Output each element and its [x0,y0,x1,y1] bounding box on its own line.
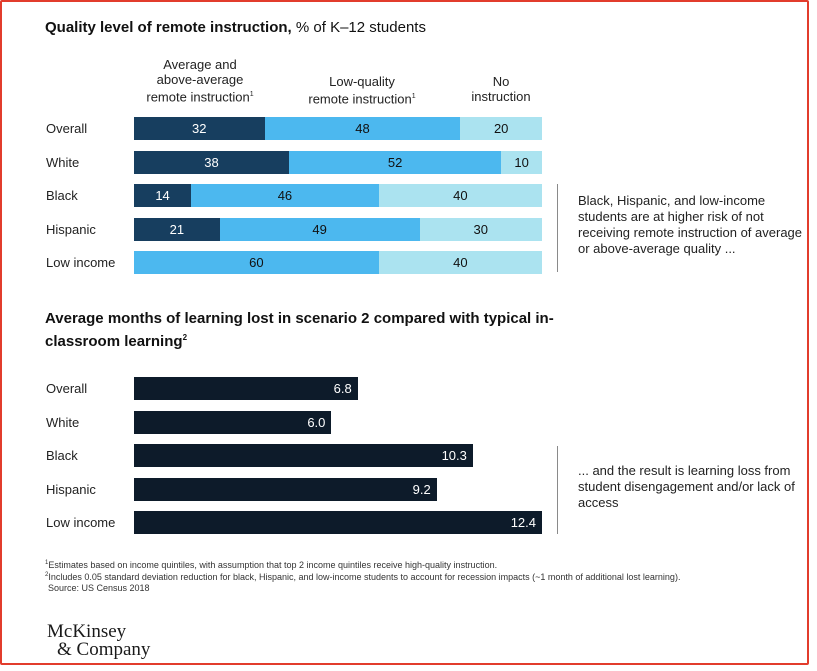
footnote-1-mark: 1 [45,560,49,566]
row-label-white: White [46,414,80,430]
chart1-note-divider [557,184,558,272]
row-label-white: White [46,154,80,170]
chart1-title-bold: Quality level of remote instruction, [45,19,292,36]
row-label-overall: Overall [46,121,88,136]
bar-segment: 20 [460,117,542,140]
footnote-2-mark: 2 [45,572,49,578]
col-head-low-line2-text: remote instruction [308,91,412,107]
footnote-mark-2: 2 [182,333,188,342]
col-head-none: No instruction [460,74,542,104]
months-bar: 9.2 [134,477,437,501]
source-note: Source: US Census 2018 [48,583,150,593]
bar-segment: 49 [219,217,420,241]
chart2-title-text: Average months of learning lost in scena… [45,310,554,350]
months-bar: 6.8 [134,377,358,400]
chart1-title: Quality level of remote instruction, % o… [45,19,426,36]
footnote-mark-1b: 1 [411,93,416,100]
bar-segment: 30 [419,217,542,241]
col-head-average-line3-text: remote instruction [146,89,250,105]
bar-segment: 48 [264,117,461,140]
bar-segment: 40 [378,251,542,274]
row-label-black: Black [46,448,78,463]
col-head-low-line2: remote instruction1 [296,89,428,106]
footnote-mark-1: 1 [249,91,254,98]
chart2-note: ... and the result is learning loss from… [578,463,795,510]
col-head-none-line2: instruction [471,89,531,104]
col-head-average: Average and above-average remote instruc… [134,57,266,104]
mckinsey-logo: McKinsey & Company [47,621,151,660]
bar-segment: 46 [191,184,379,207]
col-head-low: Low-quality remote instruction1 [296,74,428,106]
row-label-black: Black [46,188,78,203]
bar-segment: 60 [134,251,379,274]
chart1-note: Black, Hispanic, and low-income students… [578,193,803,256]
bar-segment: 52 [289,150,502,174]
months-bar: 10.3 [134,444,473,467]
footnote-2-text: Includes 0.05 standard deviation reducti… [48,572,681,582]
chart2-note-divider [557,446,558,534]
logo-line1: McKinsey [47,621,127,642]
row-label-hispanic: Hispanic [46,481,96,497]
col-head-average-line3: remote instruction1 [134,87,266,104]
footnote-2: 2Includes 0.05 standard deviation reduct… [45,572,680,582]
col-head-average-line1: Average and [163,57,237,72]
bar-segment: 40 [378,184,542,207]
bar-segment: 14 [134,184,192,207]
row-label-hispanic: Hispanic [46,221,96,237]
footnote-1: 1Estimates based on income quintiles, wi… [45,560,497,570]
bar-segment: 38 [134,150,290,174]
col-head-average-line2: above-average [156,72,244,87]
footnote-1-text: Estimates based on income quintiles, wit… [48,560,498,570]
chart2-title: Average months of learning lost in scena… [45,309,565,351]
chart1-title-rest: % of K–12 students [291,19,426,36]
row-label-low-income: Low income [46,515,116,530]
col-head-none-line1: No [492,74,510,89]
bar-segment: 32 [134,117,265,140]
months-bar: 6.0 [134,410,332,434]
bar-segment: 21 [134,217,220,241]
row-label-overall: Overall [46,381,88,396]
bar-segment: 10 [501,150,542,174]
months-bar: 12.4 [134,511,542,534]
row-label-low-income: Low income [46,255,116,270]
logo-line2: & Company [57,639,151,660]
col-head-low-line1: Low-quality [329,74,395,89]
